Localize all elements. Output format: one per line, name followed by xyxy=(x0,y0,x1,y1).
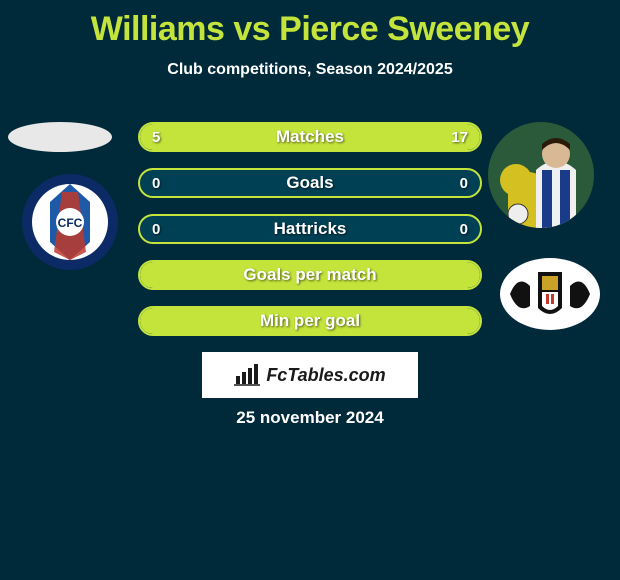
stat-label: Goals xyxy=(140,170,480,196)
chesterfield-badge-icon: CFC xyxy=(20,172,120,272)
branding-fctables: FcTables.com xyxy=(202,352,418,398)
player-right-club-badge xyxy=(500,258,600,330)
date-label: 25 november 2024 xyxy=(0,408,620,428)
stat-label: Min per goal xyxy=(140,308,480,334)
branding-label: FcTables.com xyxy=(266,365,385,386)
svg-text:CFC: CFC xyxy=(58,216,83,230)
stat-label: Matches xyxy=(140,124,480,150)
stat-bar: 517Matches xyxy=(138,122,482,152)
stat-label: Goals per match xyxy=(140,262,480,288)
stat-bar: 00Goals xyxy=(138,168,482,198)
bar-chart-icon xyxy=(234,364,260,386)
player-photo-icon xyxy=(488,122,594,228)
player-left-club-badge: CFC xyxy=(20,172,120,272)
stat-bar: Min per goal xyxy=(138,306,482,336)
page-title: Williams vs Pierce Sweeney xyxy=(0,0,620,49)
exeter-badge-icon xyxy=(500,258,600,330)
stat-label: Hattricks xyxy=(140,216,480,242)
stats-bars: 517Matches 00Goals 00Hattricks Goals per ma… xyxy=(138,122,482,352)
subtitle: Club competitions, Season 2024/2025 xyxy=(0,61,620,79)
stat-bar: 00Hattricks xyxy=(138,214,482,244)
player-right-avatar xyxy=(488,122,594,228)
player-left-avatar xyxy=(8,122,112,152)
stat-bar: Goals per match xyxy=(138,260,482,290)
